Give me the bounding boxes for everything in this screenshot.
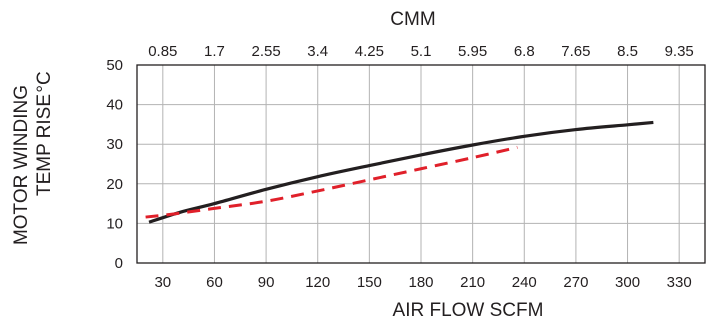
series-line-solid: [148, 120, 654, 224]
x2-tick-label: 0.85: [148, 43, 177, 60]
series-line-dashed: [145, 145, 518, 219]
y-tick-labels: 0 10 20 30 40 50: [106, 57, 123, 272]
y-axis-title-line1: MOTOR WINDING: [11, 85, 32, 245]
x-tick-label: 300: [615, 274, 640, 291]
x2-tick-label: 8.5: [617, 43, 638, 60]
x-tick-label: 60: [206, 274, 223, 291]
x-tick-label: 30: [154, 274, 171, 291]
x2-tick-label: 3.4: [307, 43, 328, 60]
y-tick-label: 30: [106, 136, 123, 153]
x-tick-label: 330: [667, 274, 692, 291]
grid: [137, 64, 705, 264]
x-tick-label: 270: [563, 274, 588, 291]
x2-tick-label: 1.7: [204, 43, 225, 60]
x2-axis-title: CMM: [390, 9, 435, 30]
x2-tick-label: 9.35: [665, 43, 694, 60]
x2-tick-label: 7.65: [561, 43, 590, 60]
x-tick-labels: 30 60 90 120 150 180 210 240 270 300 330: [154, 274, 691, 291]
x2-tick-label: 6.8: [514, 43, 535, 60]
y-axis-title-unit: °C: [34, 71, 55, 92]
y-tick-label: 20: [106, 176, 123, 193]
y-axis-title-line2: TEMP RISE: [34, 94, 55, 196]
x2-tick-label: 4.25: [355, 43, 384, 60]
x-tick-label: 120: [305, 274, 330, 291]
x2-tick-label: 5.1: [411, 43, 432, 60]
x2-tick-label: 5.95: [458, 43, 487, 60]
x-tick-label: 240: [512, 274, 537, 291]
plot-frame: [136, 64, 706, 264]
x-axis-title: AIR FLOW SCFM: [393, 300, 544, 321]
x2-tick-labels: 0.85 1.7 2.55 3.4 4.25 5.1 5.95 6.8 7.65 8.5 9.35: [148, 43, 694, 60]
x-tick-label: 180: [408, 274, 433, 291]
y-tick-label: 40: [106, 97, 123, 114]
x-tick-label: 210: [460, 274, 485, 291]
y-tick-label: 10: [106, 215, 123, 232]
x-tick-label: 90: [258, 274, 275, 291]
x-tick-label: 150: [357, 274, 382, 291]
y-tick-label: 50: [106, 57, 123, 74]
y-tick-label: 0: [115, 255, 123, 272]
series-layer: [145, 120, 654, 224]
x2-tick-label: 2.55: [251, 43, 280, 60]
